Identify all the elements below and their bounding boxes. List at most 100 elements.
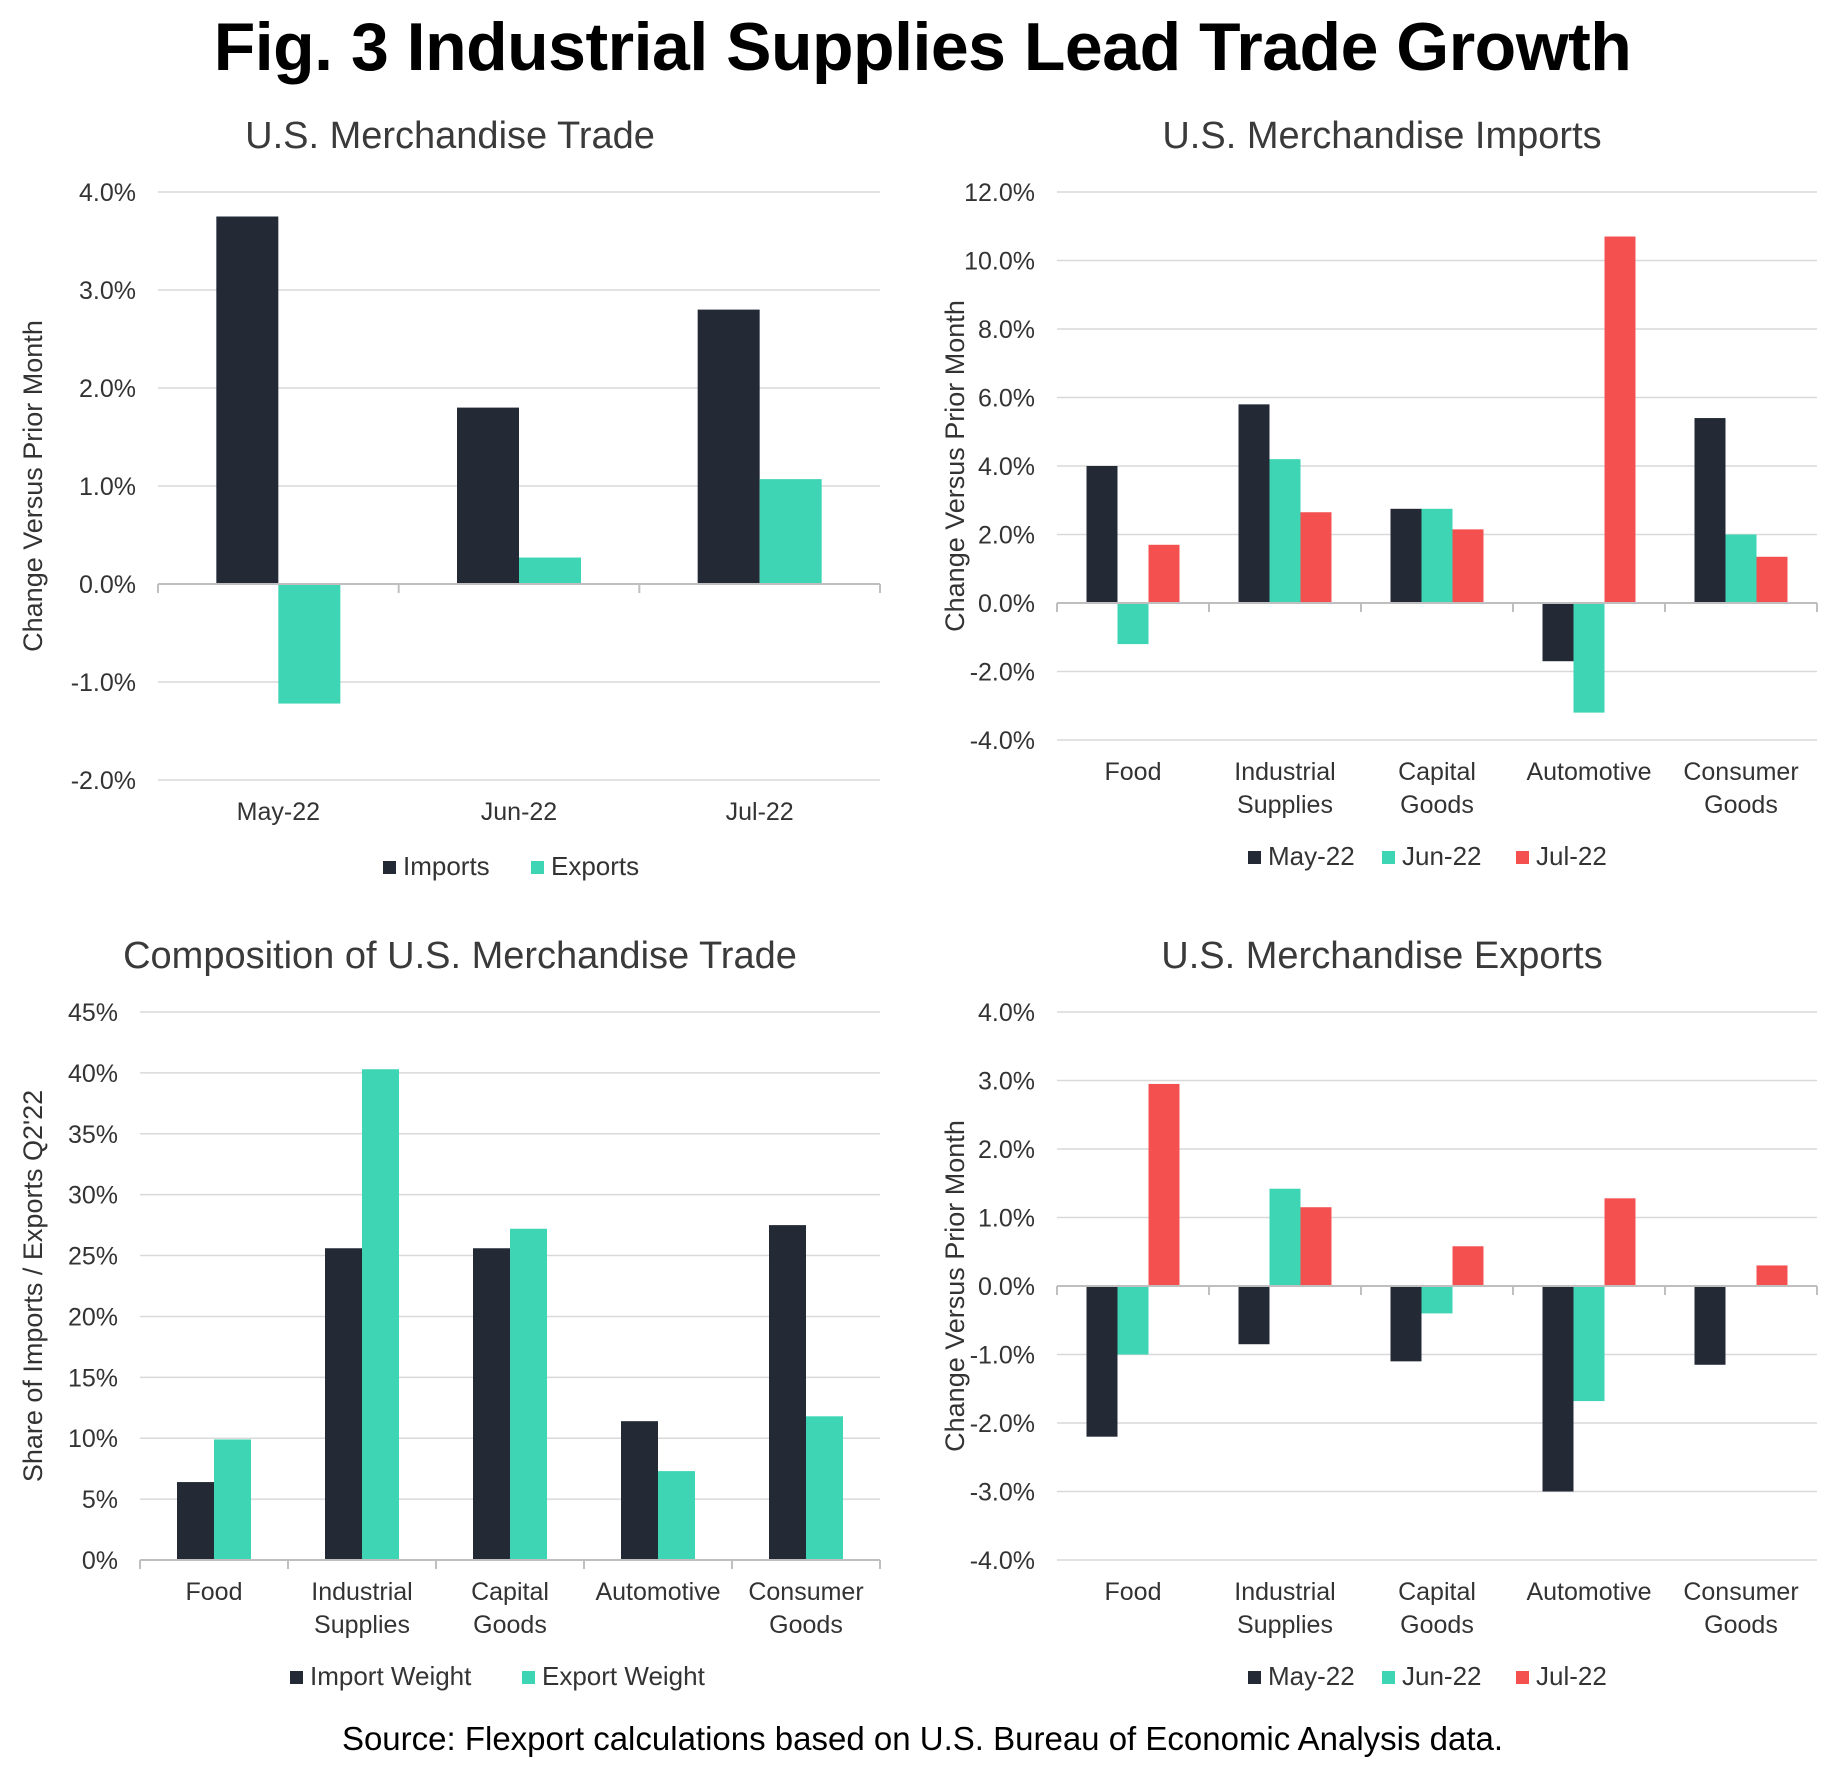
imports-bar-may-22 [1086,466,1118,603]
trade-chart-svg: U.S. Merchandise Trade Change Versus Prio… [18,115,881,881]
imports-y-tick-label: 0.0% [978,590,1035,618]
exports-bar-jul-22 [1604,1198,1636,1286]
imports-y-tick-label: 10.0% [964,248,1035,276]
imports-y-tick-label: 2.0% [978,522,1035,550]
imports-bar-jul-22 [1300,512,1332,603]
exports-legend-swatch [1248,1671,1261,1684]
imports-y-tick-label: -4.0% [970,727,1035,755]
chart-panel-imports: U.S. Merchandise Imports Change Versus Pr… [922,100,1844,930]
composition-bar-export-weight [658,1471,695,1560]
composition-x-tick-label: Automotive [595,1578,720,1606]
chart-panel-composition: Composition of U.S. Merchandise Trade Sha… [0,920,922,1750]
trade-x-tick-label: Jun-22 [481,798,557,826]
composition-y-tick-label: 35% [68,1121,118,1149]
composition-bar-import-weight [177,1482,214,1560]
exports-y-tick-label: 2.0% [978,1136,1035,1164]
trade-y-tick-label: 2.0% [79,375,136,403]
composition-y-tick-label: 15% [68,1364,118,1392]
imports-bar-jul-22 [1148,544,1180,603]
composition-bar-export-weight [806,1416,843,1560]
composition-legend-swatch [290,1671,303,1684]
exports-y-axis-label: Change Versus Prior Month [940,1120,970,1452]
trade-x-tick-label: Jul-22 [726,798,794,826]
imports-y-tick-label: 4.0% [978,453,1035,481]
imports-x-tick-label: Industrial Supplies [1234,758,1335,819]
composition-legend-swatch [522,1671,535,1684]
trade-bar-exports [759,479,822,584]
imports-y-tick-label: -2.0% [970,659,1035,687]
trade-y-tick-label: 1.0% [79,473,136,501]
trade-bar-imports [457,407,519,584]
exports-bar-may-22 [1390,1286,1422,1362]
trade-bar-exports [278,584,341,704]
composition-y-tick-label: 5% [82,1486,118,1514]
trade-bar-imports [216,216,279,584]
imports-legend-label: Jul-22 [1536,841,1607,871]
trade-legend-label: Imports [403,851,490,881]
imports-bar-jun-22 [1421,508,1453,603]
exports-y-tick-label: 1.0% [978,1205,1035,1233]
imports-legend-swatch [1516,851,1529,864]
trade-y-tick-label: -2.0% [71,767,136,795]
exports-bar-jun-22 [1573,1286,1605,1402]
imports-x-tick-label: Capital Goods [1398,758,1476,819]
trade-bar-imports [697,309,760,584]
exports-legend-label: May-22 [1268,1661,1355,1691]
imports-y-tick-label: 8.0% [978,316,1035,344]
trade-y-tick-label: -1.0% [71,669,136,697]
composition-x-tick-label: Consumer Goods [748,1578,863,1639]
composition-y-tick-label: 25% [68,1243,118,1271]
exports-bar-jun-22 [1269,1188,1301,1286]
exports-bar-jul-22 [1148,1083,1180,1286]
exports-bar-jul-22 [1300,1207,1332,1286]
imports-bar-jun-22 [1117,603,1149,645]
imports-bar-jun-22 [1725,534,1757,603]
trade-y-axis-label: Change Versus Prior Month [18,320,48,652]
composition-bar-import-weight [621,1421,658,1560]
composition-legend-label: Import Weight [310,1661,472,1691]
exports-x-tick-label: Capital Goods [1398,1578,1476,1639]
composition-y-tick-label: 10% [68,1425,118,1453]
trade-x-tick-label: May-22 [237,798,320,826]
imports-bar-jul-22 [1756,556,1788,603]
composition-y-tick-label: 45% [68,999,118,1027]
trade-y-tick-label: 0.0% [79,571,136,599]
source-note: Source: Flexport calculations based on U… [341,1720,1504,1757]
composition-y-tick-label: 0% [82,1547,118,1575]
trade-y-tick-label: 4.0% [79,179,136,207]
exports-legend-label: Jun-22 [1402,1661,1482,1691]
imports-bar-jul-22 [1604,236,1636,603]
exports-x-tick-label: Consumer Goods [1683,1578,1798,1639]
trade-legend-label: Exports [551,851,639,881]
composition-bar-export-weight [214,1439,251,1560]
exports-bar-may-22 [1238,1286,1270,1345]
imports-y-tick-label: 12.0% [964,179,1035,207]
composition-bar-export-weight [510,1228,547,1560]
imports-x-tick-label: Automotive [1526,758,1651,786]
exports-y-tick-label: 4.0% [978,999,1035,1027]
composition-y-tick-label: 20% [68,1303,118,1331]
imports-bar-may-22 [1694,418,1726,603]
exports-x-tick-label: Industrial Supplies [1234,1578,1335,1639]
exports-bar-jun-22 [1117,1286,1149,1355]
trade-legend-swatch [383,861,396,874]
imports-bar-jun-22 [1573,603,1605,713]
exports-bar-jul-22 [1452,1246,1484,1286]
exports-bar-may-22 [1086,1286,1118,1437]
composition-x-tick-label: Capital Goods [471,1578,549,1639]
exports-legend-label: Jul-22 [1536,1661,1607,1691]
imports-legend-label: May-22 [1268,841,1355,871]
composition-y-tick-label: 30% [68,1182,118,1210]
exports-chart-title: U.S. Merchandise Exports [1161,935,1602,977]
composition-legend-label: Export Weight [542,1661,706,1691]
exports-y-tick-label: -4.0% [970,1547,1035,1575]
exports-x-tick-label: Automotive [1526,1578,1651,1606]
trade-bar-exports [519,557,581,584]
imports-bar-may-22 [1390,508,1422,603]
composition-chart-title: Composition of U.S. Merchandise Trade [123,935,797,977]
exports-y-tick-label: -1.0% [970,1342,1035,1370]
imports-chart-svg: U.S. Merchandise Imports Change Versus Pr… [940,115,1818,871]
trade-legend-swatch [531,861,544,874]
imports-y-tick-label: 6.0% [978,385,1035,413]
exports-chart-svg: U.S. Merchandise Exports Change Versus Pr… [940,935,1818,1691]
